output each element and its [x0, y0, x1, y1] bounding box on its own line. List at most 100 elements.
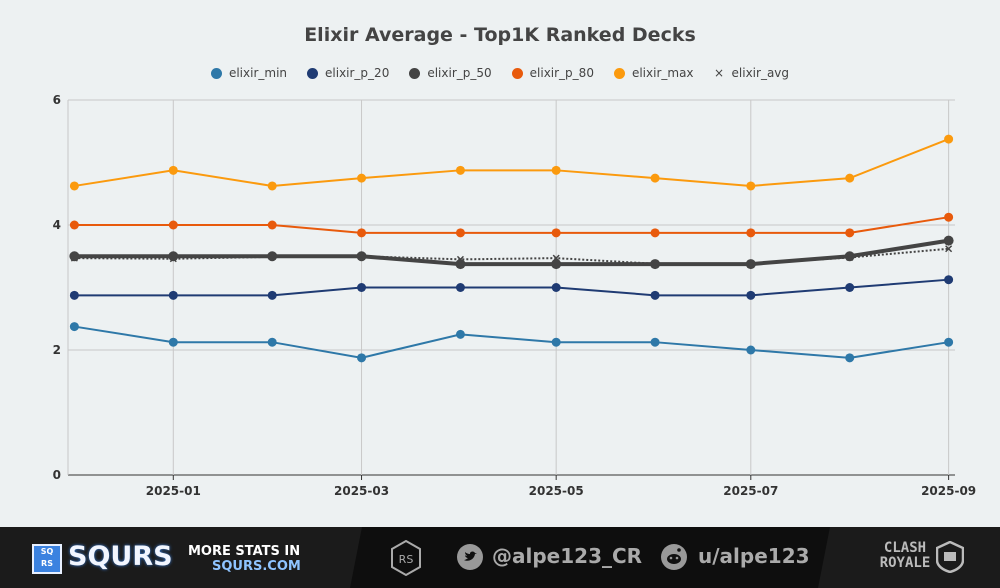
- twitter-icon: [457, 544, 483, 570]
- footer-banner: SQ RS SQURS MORE STATS IN SQURS.COM RS @a…: [0, 527, 1000, 588]
- series-elixir-p-80: [69, 212, 954, 238]
- data-point-x: [456, 255, 464, 263]
- data-point: [845, 173, 855, 183]
- data-point: [455, 165, 465, 175]
- data-point: [845, 353, 855, 363]
- series-line: [74, 325, 949, 359]
- series-line: [74, 238, 949, 267]
- footer-social-panel: [350, 527, 830, 588]
- data-point: [746, 345, 756, 355]
- series-elixir-avg: [70, 245, 953, 268]
- data-point: [168, 290, 178, 300]
- data-point: [168, 337, 178, 347]
- data-point: [69, 290, 79, 300]
- data-point: [357, 353, 367, 363]
- series-line: [74, 278, 949, 297]
- squrs-brand: SQURS: [68, 541, 173, 572]
- dot-marker-icon: [613, 67, 625, 79]
- data-point-x: [747, 260, 755, 268]
- legend-item[interactable]: elixir_max: [613, 66, 694, 80]
- data-point: [650, 173, 660, 183]
- data-point: [746, 290, 756, 300]
- dot-marker-icon: [307, 67, 319, 79]
- data-point: [69, 251, 80, 262]
- data-point-x: [169, 255, 177, 263]
- data-point-x: [358, 252, 366, 260]
- data-point: [650, 337, 660, 347]
- data-point-x: [651, 260, 659, 268]
- data-point: [168, 165, 178, 175]
- x-marker-icon: ×: [714, 66, 725, 80]
- x-tick-label: 2025-03: [334, 484, 389, 498]
- clash-royale-shield-icon: [936, 541, 964, 573]
- data-point: [943, 235, 954, 246]
- data-point: [746, 181, 756, 191]
- series-elixir-p-50: [69, 235, 954, 270]
- squrs-link[interactable]: SQURS.COM: [212, 559, 301, 574]
- data-point: [267, 181, 277, 191]
- data-point: [551, 228, 561, 238]
- data-point-x: [70, 254, 78, 262]
- y-tick-label: 0: [53, 468, 61, 482]
- y-tick-label: 4: [53, 218, 61, 232]
- data-point: [357, 228, 367, 238]
- legend: elixir_min elixir_p_20 elixir_p_50 elixir_p…: [0, 66, 1000, 80]
- data-point-x: [552, 254, 560, 262]
- legend-label: elixir_max: [631, 66, 694, 80]
- data-point: [267, 220, 277, 230]
- data-point: [69, 322, 79, 332]
- twitter-handle[interactable]: @alpe123_CR: [492, 544, 643, 568]
- data-point-x: [268, 253, 276, 261]
- legend-item[interactable]: elixir_p_50: [409, 66, 492, 80]
- legend-label: elixir_p_50: [427, 66, 492, 80]
- data-point: [845, 283, 855, 292]
- dot-marker-icon: [511, 67, 523, 79]
- x-tick-label: 2025-09: [921, 484, 976, 498]
- dot-marker-icon: [409, 67, 421, 79]
- data-point: [551, 259, 562, 270]
- line-chart: 0 2 4 6 2025-01 2025-03 2025-05 2025-07 2025-09: [53, 93, 977, 498]
- data-point: [455, 228, 465, 238]
- svg-text:RS: RS: [399, 553, 414, 566]
- y-tick-label: 2: [53, 343, 61, 357]
- y-tick-label: 6: [53, 93, 61, 107]
- x-tick-label: 2025-07: [723, 484, 778, 498]
- series-elixir-min: [69, 322, 954, 363]
- series-line: [74, 138, 949, 187]
- legend-label: elixir_avg: [731, 66, 790, 80]
- clash-royale-logo: CLASH ROYALE: [879, 540, 931, 571]
- data-point: [168, 220, 178, 230]
- x-tick-label: 2025-05: [529, 484, 584, 498]
- legend-label: elixir_p_20: [325, 66, 390, 80]
- legend-label: elixir_min: [228, 66, 288, 80]
- data-point-x: [846, 253, 854, 262]
- legend-item[interactable]: elixir_min: [210, 66, 288, 80]
- reddit-icon: [661, 544, 687, 570]
- data-point: [944, 212, 954, 222]
- data-point: [944, 134, 954, 144]
- series-elixir-max: [69, 134, 954, 191]
- data-point: [455, 259, 466, 270]
- data-point: [357, 173, 367, 183]
- data-point: [267, 337, 277, 347]
- dot-marker-icon: [210, 67, 222, 79]
- legend-item[interactable]: elixir_p_20: [307, 66, 389, 80]
- data-point: [650, 290, 660, 300]
- data-point: [844, 251, 855, 262]
- data-point: [357, 283, 367, 292]
- data-point: [746, 228, 756, 238]
- data-point: [845, 228, 855, 238]
- more-stats-text: MORE STATS IN: [188, 544, 301, 559]
- data-point: [650, 228, 660, 238]
- legend-item[interactable]: × elixir_avg: [714, 66, 790, 80]
- reddit-handle[interactable]: u/alpe123: [698, 544, 810, 568]
- data-point: [455, 283, 465, 292]
- squrs-logo-icon: SQ RS: [32, 544, 62, 574]
- data-point: [944, 337, 954, 347]
- data-point: [69, 181, 79, 191]
- series-line: [74, 247, 949, 265]
- data-point: [455, 329, 465, 339]
- data-point: [944, 275, 954, 285]
- data-point: [267, 290, 277, 300]
- legend-item[interactable]: elixir_p_80: [511, 66, 594, 80]
